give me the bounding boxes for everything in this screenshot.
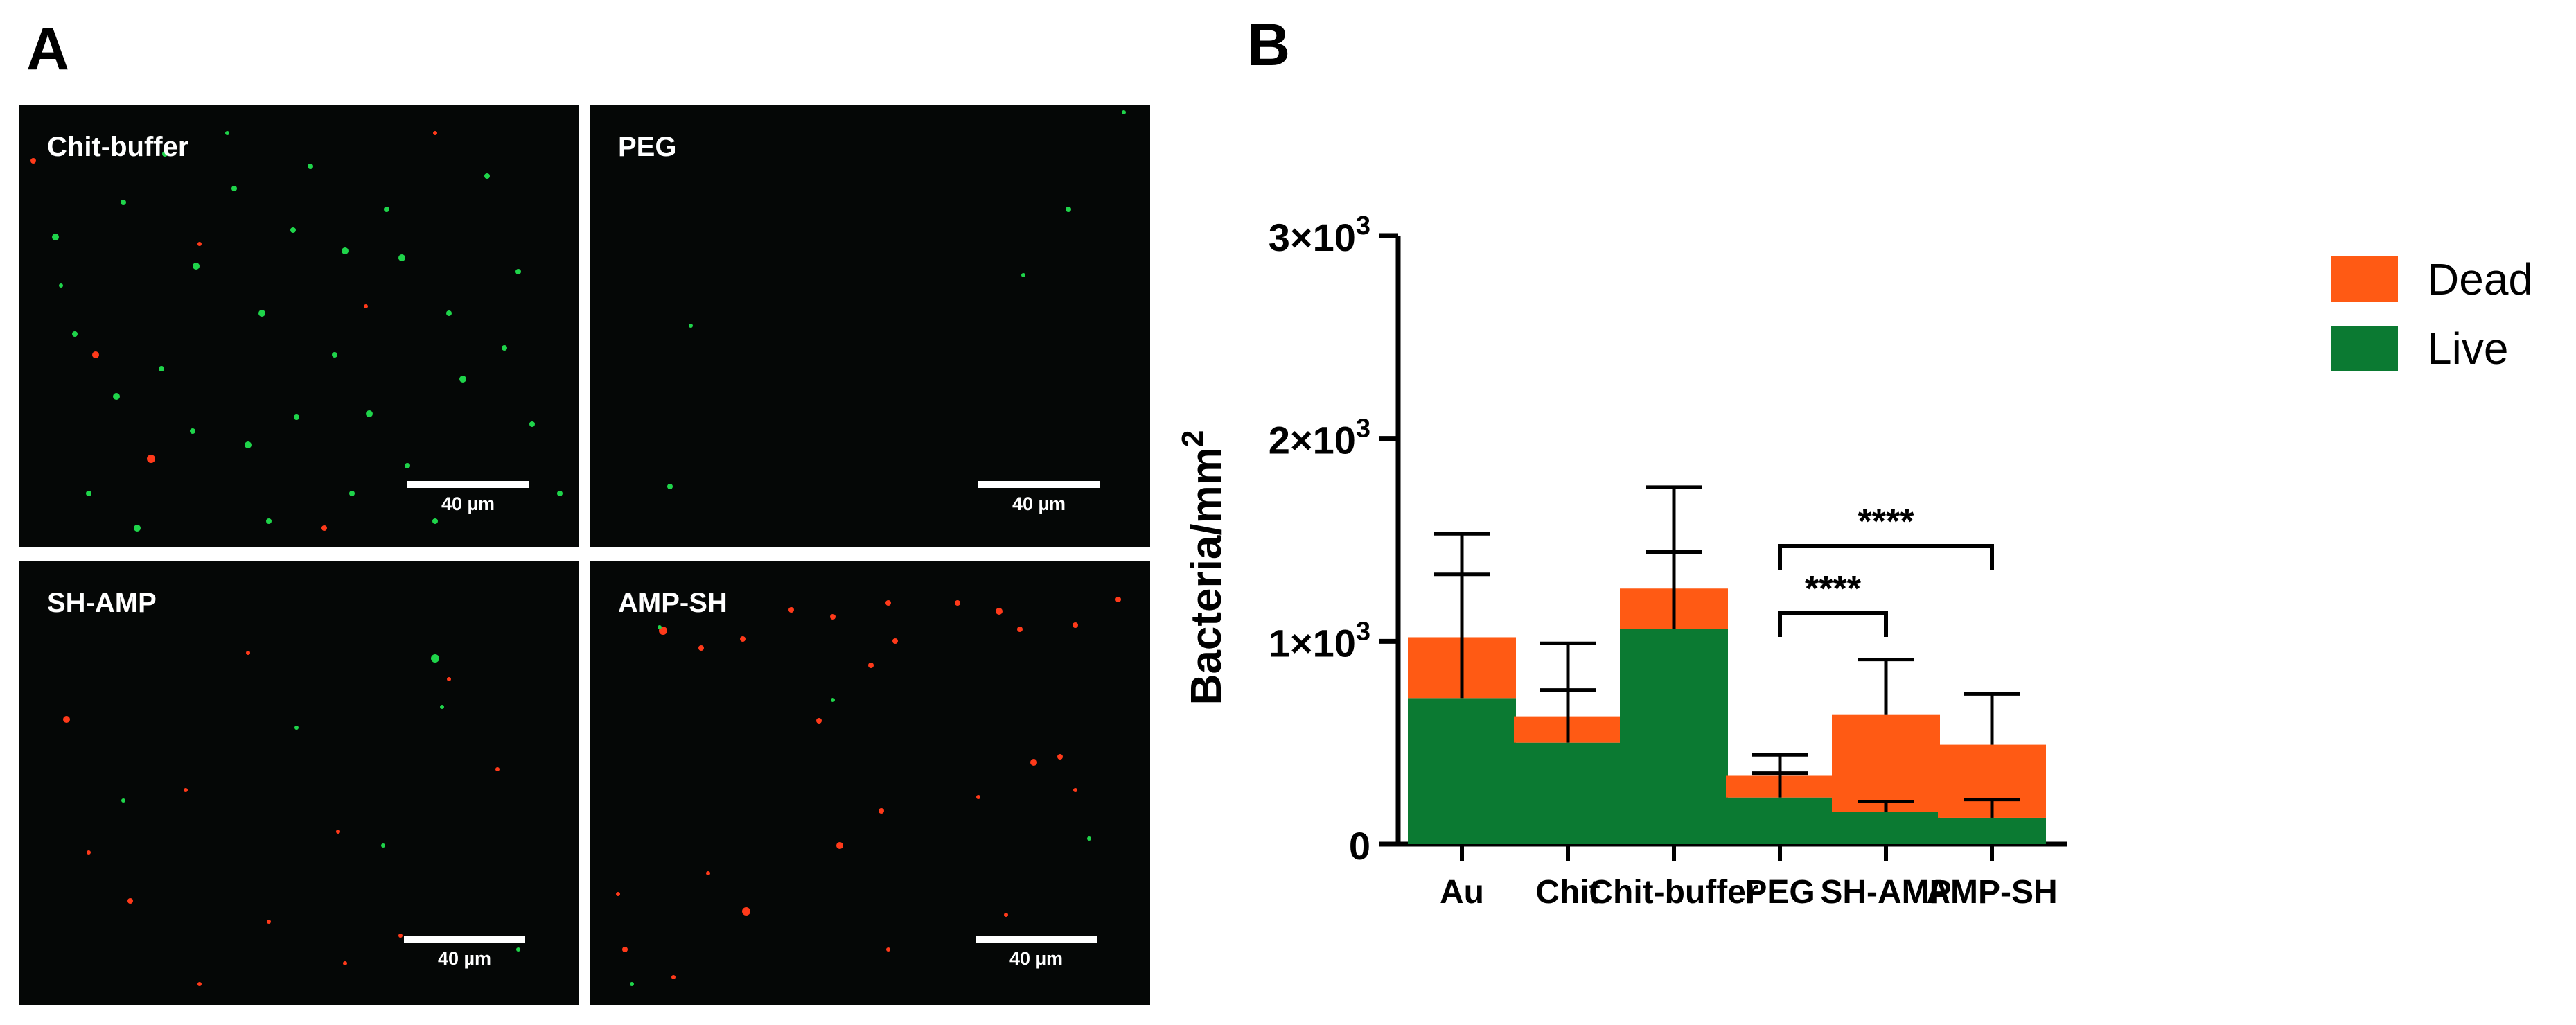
cells-overlay bbox=[616, 597, 1121, 986]
green-cells bbox=[630, 625, 1091, 986]
scale-bar bbox=[404, 936, 525, 943]
scale-bar-label: 40 µm bbox=[441, 493, 495, 514]
scale-bar bbox=[407, 481, 529, 488]
y-tick-label: 0 bbox=[1349, 824, 1370, 868]
legend-swatch-live bbox=[2331, 326, 2398, 371]
red-cells bbox=[63, 651, 500, 986]
green-cells bbox=[52, 131, 563, 532]
cells-overlay bbox=[667, 110, 1126, 489]
scale-bar bbox=[976, 936, 1097, 943]
y-tick-label: 3×103 bbox=[1269, 211, 1370, 259]
panel-a-letter: A bbox=[26, 16, 70, 82]
legend-label-dead: Dead bbox=[2427, 254, 2533, 304]
x-tick-label: Chit bbox=[1535, 874, 1600, 911]
green-cells bbox=[121, 654, 520, 952]
red-cells bbox=[30, 131, 437, 531]
micrograph-sh-amp: SH-AMP 40 µm bbox=[19, 561, 579, 1005]
y-tick-label: 1×103 bbox=[1269, 617, 1370, 665]
legend-swatch-dead bbox=[2331, 256, 2398, 302]
panel-b-letter: B bbox=[1247, 12, 1291, 78]
bar-live-au bbox=[1408, 698, 1516, 844]
micrograph-label: SH-AMP bbox=[47, 588, 157, 618]
x-tick-label: PEG bbox=[1745, 874, 1815, 911]
y-tick-label: 2×103 bbox=[1269, 414, 1370, 462]
cells-overlay bbox=[63, 651, 520, 986]
micrograph-amp-sh: AMP-SH 40 µm bbox=[590, 561, 1150, 1005]
red-cells bbox=[616, 597, 1121, 979]
green-cells bbox=[667, 110, 1126, 489]
bar-live-sh-amp bbox=[1832, 812, 1940, 844]
bar-dead-sh-amp bbox=[1832, 714, 1940, 812]
micrograph-chit-buffer: Chit-buffer 40 µm bbox=[19, 105, 579, 547]
scale-bar-label: 40 µm bbox=[1012, 493, 1066, 514]
bar-live-peg bbox=[1726, 797, 1834, 844]
significance-label: **** bbox=[1858, 502, 1915, 542]
x-tick-label: Au bbox=[1440, 874, 1484, 911]
bar-live-chit bbox=[1514, 742, 1622, 844]
significance-label: **** bbox=[1805, 569, 1862, 609]
scale-bar bbox=[978, 481, 1100, 488]
legend-label-live: Live bbox=[2427, 324, 2508, 374]
y-axis-label: Bacteria/mm2 bbox=[1176, 430, 1230, 706]
significance-bracket bbox=[1778, 611, 1888, 637]
scale-bar-label: 40 µm bbox=[1009, 948, 1064, 969]
scale-bar-label: 40 µm bbox=[437, 948, 492, 969]
micrograph-label: Chit-buffer bbox=[47, 132, 189, 162]
micrograph-label: PEG bbox=[618, 132, 677, 162]
x-tick-label: Chit-buffer bbox=[1589, 874, 1758, 911]
micrograph-peg: PEG 40 µm bbox=[590, 105, 1150, 547]
micrograph-label: AMP-SH bbox=[618, 588, 727, 618]
bar-live-amp-sh bbox=[1938, 817, 2046, 844]
x-tick-label: SH-AMP bbox=[1820, 874, 1951, 911]
significance-bracket bbox=[1778, 544, 1994, 570]
cells-overlay bbox=[30, 131, 563, 532]
x-tick-label: AMP-SH bbox=[1926, 874, 2057, 911]
bar-live-chit-buffer bbox=[1620, 629, 1728, 844]
